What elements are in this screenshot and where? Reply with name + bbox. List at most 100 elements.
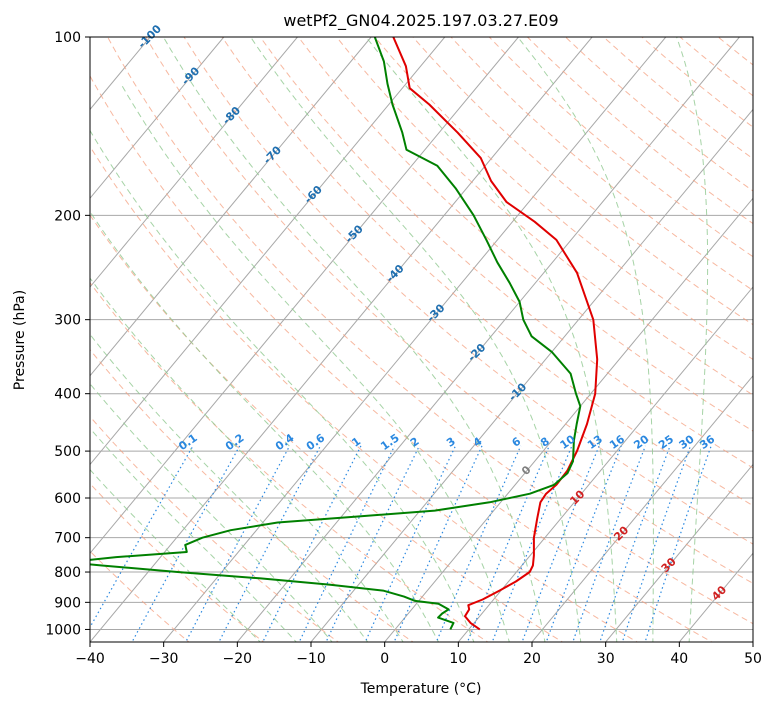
isotherm-line xyxy=(0,37,3,642)
x-tick-label: −10 xyxy=(296,651,326,667)
x-axis-label: Temperature (°C) xyxy=(360,681,482,697)
dry-adiabat-line xyxy=(742,25,775,644)
dry-adiabat-line xyxy=(602,37,753,160)
dry-adiabat-line xyxy=(488,37,753,258)
isotherm-line xyxy=(163,37,667,642)
dry-adiabat-line xyxy=(90,74,713,642)
x-tick-label: −40 xyxy=(75,651,105,667)
mixing-ratio-label: 1 xyxy=(349,435,363,450)
dry-adiabat-line xyxy=(90,550,190,642)
isotherm-line xyxy=(90,37,593,642)
dry-adiabat-line xyxy=(717,37,753,66)
mixing-ratio-line xyxy=(298,445,396,642)
mixing-ratio-line xyxy=(262,445,362,642)
y-tick-label: 200 xyxy=(54,208,81,224)
mixing-ratio-label: 0.2 xyxy=(223,431,246,453)
mixing-ratio-label: 16 xyxy=(607,432,627,452)
isotherm-line xyxy=(531,374,753,642)
dry-adiabat-line xyxy=(90,281,489,642)
moist-adiabat-line xyxy=(90,210,440,642)
x-tick-label: −20 xyxy=(223,651,253,667)
isotherm-line xyxy=(384,197,753,642)
mixing-ratio-line xyxy=(218,445,321,642)
mixing-ratio-line xyxy=(572,445,646,642)
isotherm-line xyxy=(236,37,740,642)
moist-adiabat-line xyxy=(676,37,709,642)
mixing-ratio-label: 1.5 xyxy=(378,431,401,453)
mixing-ratio-label: 2 xyxy=(408,435,422,450)
y-tick-label: 400 xyxy=(54,387,81,403)
x-tick-label: 50 xyxy=(744,651,762,667)
dry-adiabat-line xyxy=(90,415,340,642)
mixing-ratio-label: 25 xyxy=(656,433,676,452)
isotherm-label: -30 xyxy=(424,301,447,324)
y-tick-label: 700 xyxy=(54,531,81,547)
dry-adiabat-line xyxy=(450,37,753,292)
dewpoint-profile-line xyxy=(90,37,582,630)
moist-adiabat-line xyxy=(90,129,475,642)
y-tick-label: 100 xyxy=(54,30,81,46)
isotherm-label: -60 xyxy=(302,183,325,206)
mixing-ratio-line xyxy=(325,445,420,642)
isotherm-line xyxy=(457,286,753,642)
mixing-ratio-label: 3 xyxy=(444,435,458,450)
isotherm-line xyxy=(678,552,753,642)
x-tick-label: 10 xyxy=(449,651,467,667)
mixing-ratio-line xyxy=(131,445,241,642)
isotherm-label: -40 xyxy=(383,262,406,285)
isotherm-label: -80 xyxy=(220,104,243,127)
isotherm-line xyxy=(90,37,298,288)
x-tick-label: 20 xyxy=(523,651,541,667)
mixing-ratio-label: 30 xyxy=(677,432,697,452)
mixing-ratio-line xyxy=(621,445,692,642)
dry-adiabat-line xyxy=(526,37,753,225)
mixing-ratio-label: 0.1 xyxy=(176,431,199,453)
mixing-ratio-label: 6 xyxy=(510,435,524,450)
moist-adiabat-line xyxy=(162,37,546,642)
y-tick-label: 800 xyxy=(54,565,81,581)
isotherm-line xyxy=(752,641,753,642)
dry-adiabat-line xyxy=(221,37,753,507)
mixing-ratio-line xyxy=(466,445,550,642)
dry-adiabat-line xyxy=(679,37,753,97)
y-tick-label: 300 xyxy=(54,313,81,329)
x-tick-label: −30 xyxy=(149,651,179,667)
y-tick-label: 1000 xyxy=(45,622,81,638)
x-tick-label: 30 xyxy=(597,651,615,667)
isotherm-line xyxy=(90,37,372,377)
mixing-ratio-label: 8 xyxy=(538,435,552,450)
dry-adiabat-line xyxy=(90,348,414,642)
moist-adiabat-line xyxy=(120,83,510,642)
dry-adiabat-line xyxy=(107,37,753,625)
isotherm-label: -20 xyxy=(465,341,488,364)
y-tick-label: 500 xyxy=(54,444,81,460)
isotherm-label: -50 xyxy=(343,222,366,245)
dry-adiabat-line xyxy=(259,37,753,469)
x-tick-label: 40 xyxy=(670,651,688,667)
mixing-ratio-label: 20 xyxy=(631,432,651,452)
temperature-profile-line xyxy=(392,37,599,631)
y-tick-label: 900 xyxy=(54,595,81,611)
dry-adiabat-line xyxy=(183,37,753,545)
moist-adiabat-line xyxy=(90,468,261,642)
y-axis-label: Pressure (hPa) xyxy=(12,290,28,390)
dry-adiabat-line xyxy=(335,37,753,396)
mixing-ratio-line xyxy=(491,445,573,642)
moist-adiabat-line xyxy=(250,37,582,642)
chart-title: wetPf2_GN04.2025.197.03.27.E09 xyxy=(283,11,558,31)
moist-adiabat-line xyxy=(90,333,369,642)
dry-adiabat-line xyxy=(90,214,564,642)
mixing-ratio-line xyxy=(185,445,291,642)
dry-adiabat-line xyxy=(374,37,753,361)
isotherm-line xyxy=(90,37,446,466)
mixing-ratio-line xyxy=(90,445,194,629)
moist-adiabat-line xyxy=(365,37,618,642)
mixing-ratio-line xyxy=(521,445,600,642)
isotherm-label: -70 xyxy=(261,143,284,166)
dry-adiabat-line xyxy=(90,145,639,642)
moist-adiabat-line xyxy=(90,277,404,642)
mixing-ratio-line xyxy=(599,445,671,642)
mixing-ratio-line xyxy=(545,445,622,642)
dry-adiabat-line xyxy=(412,37,753,326)
